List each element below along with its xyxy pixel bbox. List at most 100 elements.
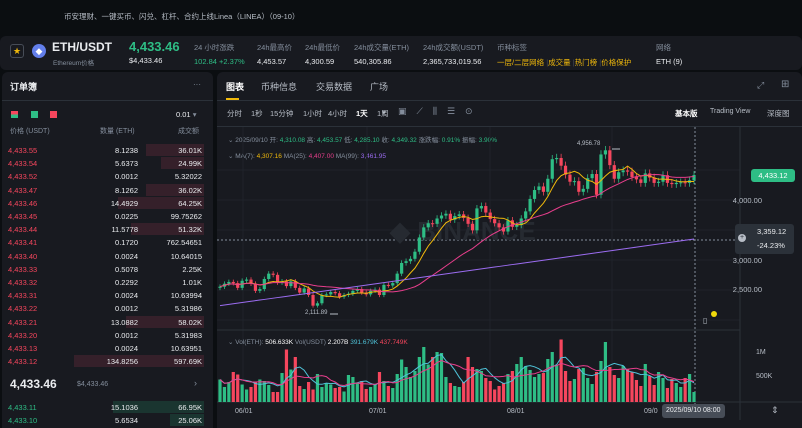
candle-body bbox=[617, 172, 621, 179]
order-row[interactable]: 4,433.11 15.1036 66.95K bbox=[8, 401, 204, 414]
interval-3[interactable]: 1小时 bbox=[303, 109, 323, 118]
volume-bar bbox=[608, 367, 612, 402]
volume-bar bbox=[679, 387, 683, 402]
order-row[interactable]: 4,433.10 5.6534 25.06K bbox=[8, 414, 204, 427]
order-row[interactable]: 4,433.32 0.2292 1.01K bbox=[8, 276, 204, 289]
interval-more-dropdown[interactable]: ▾ bbox=[382, 108, 386, 117]
announcement-text[interactable]: 币安理财、一键买币、闪兑、杠杆、合约上线Linea（LINEA）（09-10） bbox=[64, 12, 300, 21]
order-row[interactable]: 4,433.47 8.1262 36.02K bbox=[8, 183, 204, 197]
depth-bar bbox=[126, 315, 204, 328]
volume-bar bbox=[333, 388, 337, 402]
candle-body bbox=[630, 171, 634, 177]
volume-bar bbox=[413, 371, 417, 402]
order-row[interactable]: 4,433.44 11.5778 51.32K bbox=[8, 223, 204, 236]
candle-body bbox=[515, 225, 519, 227]
volume-bar bbox=[267, 385, 271, 402]
add-alert-icon[interactable]: + bbox=[738, 234, 746, 242]
volume-bar bbox=[444, 377, 448, 402]
candle-body bbox=[572, 181, 576, 183]
order-row[interactable]: 4,433.12 134.8256 597.69K bbox=[8, 355, 204, 368]
interval-6[interactable]: 1周 bbox=[377, 109, 389, 118]
bids-view-icon[interactable] bbox=[31, 111, 38, 118]
divider bbox=[2, 100, 213, 101]
tag-link[interactable]: 成交量 bbox=[548, 58, 571, 67]
candles bbox=[218, 145, 696, 402]
view-basic[interactable]: 基本版 bbox=[675, 109, 698, 118]
volume-bar bbox=[612, 375, 616, 402]
order-price: 4,433.21 bbox=[8, 317, 38, 327]
indicator-calendar-icon[interactable]: ▣ bbox=[398, 106, 407, 116]
interval-0[interactable]: 分时 bbox=[227, 109, 242, 118]
candle-body bbox=[488, 212, 492, 220]
tag-link[interactable]: 热门榜 bbox=[574, 58, 598, 67]
event-marker-icon[interactable]: ▯ bbox=[703, 316, 708, 325]
order-row[interactable]: 4,433.21 13.0882 58.02K bbox=[8, 315, 204, 329]
candle-style-icon[interactable]: ⫼ bbox=[432, 106, 437, 116]
stat-24h-high: 24h最高价 4,453.57 bbox=[257, 43, 293, 66]
candle-body bbox=[453, 216, 457, 220]
both-sides-view-icon[interactable] bbox=[11, 111, 18, 118]
candle-body bbox=[253, 283, 258, 291]
order-price: 4,433.11 bbox=[8, 403, 37, 412]
order-row[interactable]: 4,433.45 0.0225 99.75262 bbox=[8, 210, 204, 223]
order-row[interactable]: 4,433.13 0.0024 10.63951 bbox=[8, 342, 204, 355]
tick-size-select[interactable]: 0.01 ▾ bbox=[176, 110, 197, 119]
candle-body bbox=[563, 165, 568, 175]
chevron-right-icon[interactable]: › bbox=[194, 378, 197, 388]
order-row[interactable]: 4,433.22 0.0012 5.31986 bbox=[8, 302, 204, 315]
order-row[interactable]: 4,433.46 14.4929 64.25K bbox=[8, 196, 204, 210]
network-info[interactable]: 网络 ETH (9) bbox=[656, 43, 683, 66]
favorite-star-icon[interactable]: ★ bbox=[10, 44, 24, 58]
indicator-circle-icon[interactable]: ⊙ bbox=[465, 106, 473, 116]
volume-bar bbox=[568, 381, 572, 402]
layout-grid-icon[interactable]: ⊞ bbox=[781, 79, 790, 90]
view-depth[interactable]: 深度图 bbox=[767, 109, 790, 118]
tag-link[interactable]: 一层/二层网络 bbox=[497, 58, 545, 67]
volume-bar bbox=[462, 382, 466, 402]
order-row[interactable]: 4,433.20 0.0012 5.31983 bbox=[8, 329, 204, 342]
candle-body bbox=[249, 279, 253, 284]
chart-type-icon[interactable]: ⟋ bbox=[416, 106, 423, 116]
order-row[interactable]: 4,433.55 8.1238 36.01K bbox=[8, 144, 204, 157]
interval-5[interactable]: 1天 bbox=[356, 109, 368, 118]
interval-1[interactable]: 1秒 bbox=[251, 109, 263, 118]
interval-4[interactable]: 4小时 bbox=[328, 109, 348, 118]
fullscreen-icon[interactable]: ⤢ bbox=[757, 80, 765, 90]
candle-body bbox=[528, 198, 532, 212]
auto-scale-icon[interactable]: ⇕ bbox=[771, 405, 779, 415]
order-row[interactable]: 4,433.54 5.6373 24.99K bbox=[8, 157, 204, 170]
tab-3[interactable]: 广场 bbox=[370, 82, 389, 92]
order-row[interactable]: 4,433.40 0.0024 10.64015 bbox=[8, 250, 204, 263]
order-row[interactable]: 4,433.52 0.0012 5.32022 bbox=[8, 170, 204, 183]
tag-link[interactable]: 价格保护 bbox=[601, 58, 632, 67]
volume-bar bbox=[355, 383, 359, 402]
order-amount: 14.4929 bbox=[110, 198, 138, 208]
candle-body bbox=[244, 279, 249, 281]
volume-bar bbox=[532, 377, 537, 402]
interval-2[interactable]: 15分钟 bbox=[270, 109, 294, 118]
announcement-banner[interactable]: 币安理财、一键买币、闪兑、杠杆、合约上线Linea（LINEA）（09-10） bbox=[0, 0, 802, 32]
view-tradingview[interactable]: Trading View bbox=[710, 108, 751, 115]
more-icon[interactable]: ··· bbox=[193, 80, 201, 89]
candle-body bbox=[271, 273, 275, 275]
order-row[interactable]: 4,433.31 0.0024 10.63994 bbox=[8, 289, 204, 302]
tab-2[interactable]: 交易数据 bbox=[316, 82, 353, 92]
volume-bar bbox=[307, 382, 311, 402]
symbol-title[interactable]: ETH/USDT bbox=[52, 40, 112, 54]
settings-list-icon[interactable]: ☰ bbox=[446, 106, 456, 116]
volume-bar bbox=[515, 364, 519, 402]
candle-body bbox=[307, 288, 311, 295]
tab-1[interactable]: 币种信息 bbox=[261, 82, 298, 92]
asks-view-icon[interactable] bbox=[50, 111, 57, 118]
order-row[interactable]: 4,433.41 0.1720 762.54651 bbox=[8, 236, 204, 249]
symbol-subtitle[interactable]: Ethereum价格 bbox=[53, 60, 95, 67]
candle-body bbox=[426, 223, 430, 228]
volume-bar bbox=[240, 384, 244, 402]
volume-bar bbox=[674, 383, 678, 402]
tab-0[interactable]: 图表 bbox=[226, 82, 245, 92]
candle-body bbox=[324, 294, 328, 296]
volume-bar bbox=[382, 381, 386, 402]
order-row[interactable]: 4,433.33 0.5078 2.25K bbox=[8, 263, 204, 276]
candle-body bbox=[537, 186, 541, 191]
